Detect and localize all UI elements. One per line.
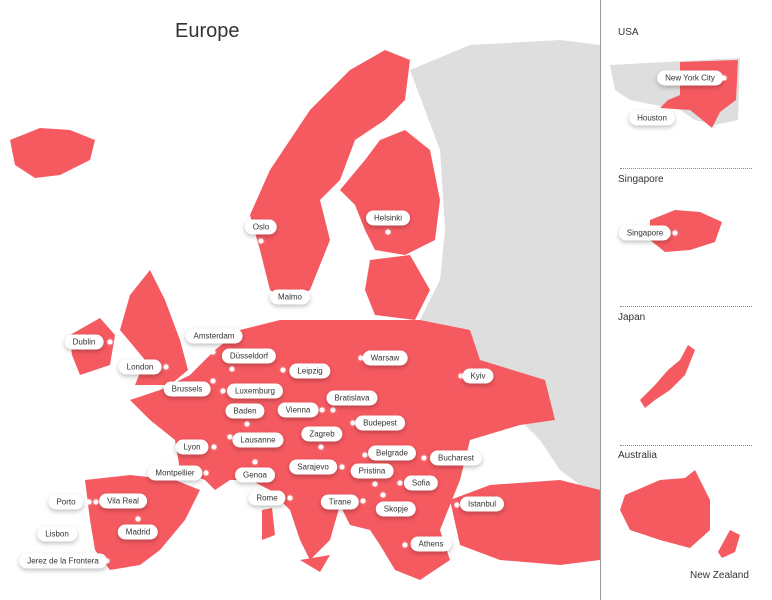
- city-label[interactable]: Madrid: [117, 524, 159, 540]
- city-label[interactable]: Pristina: [350, 463, 394, 479]
- city-label[interactable]: Luxemburg: [226, 383, 284, 399]
- city-label[interactable]: Malmo: [269, 289, 311, 305]
- city-marker[interactable]: [135, 516, 141, 522]
- city-marker[interactable]: [93, 499, 99, 505]
- city-marker[interactable]: [350, 420, 356, 426]
- city-marker[interactable]: [385, 229, 391, 235]
- city-label[interactable]: Skopje: [375, 501, 417, 517]
- city-label[interactable]: Singapore: [618, 225, 672, 241]
- section-divider: [620, 445, 752, 446]
- city-marker[interactable]: [220, 388, 226, 394]
- city-label[interactable]: Houston: [629, 110, 675, 126]
- city-marker[interactable]: [318, 444, 324, 450]
- city-marker[interactable]: [86, 499, 92, 505]
- city-marker[interactable]: [380, 492, 386, 498]
- city-marker[interactable]: [672, 230, 678, 236]
- city-marker[interactable]: [339, 464, 345, 470]
- city-marker[interactable]: [402, 542, 408, 548]
- city-label[interactable]: Warsaw: [362, 350, 408, 366]
- inset-title-japan: Japan: [618, 312, 646, 323]
- city-marker[interactable]: [721, 75, 727, 81]
- city-marker[interactable]: [211, 444, 217, 450]
- city-label[interactable]: Tirane: [320, 494, 360, 510]
- inset-title-singapore: Singapore: [618, 174, 664, 185]
- city-label[interactable]: Sarajevo: [289, 459, 337, 475]
- city-label[interactable]: London: [118, 359, 162, 375]
- city-label[interactable]: Dublin: [64, 334, 104, 350]
- city-marker[interactable]: [258, 238, 264, 244]
- city-label[interactable]: Helsinki: [365, 210, 411, 226]
- city-marker[interactable]: [227, 434, 233, 440]
- city-label[interactable]: Leipzig: [289, 363, 331, 379]
- city-marker[interactable]: [210, 349, 216, 355]
- panel-divider: [600, 0, 601, 600]
- new-zealand-label: New Zealand: [690, 570, 749, 581]
- city-label[interactable]: Vienna: [277, 402, 319, 418]
- city-marker[interactable]: [203, 470, 209, 476]
- city-marker[interactable]: [252, 459, 258, 465]
- inset-title-australia: Australia: [618, 450, 657, 461]
- city-marker[interactable]: [287, 307, 293, 313]
- city-label[interactable]: Rome: [248, 490, 286, 506]
- city-label[interactable]: Athens: [410, 536, 452, 552]
- city-marker[interactable]: [397, 480, 403, 486]
- city-label[interactable]: Lyon: [175, 439, 209, 455]
- city-marker[interactable]: [163, 364, 169, 370]
- city-label[interactable]: New York City: [657, 70, 723, 86]
- city-label[interactable]: Vila Real: [99, 493, 147, 509]
- city-marker[interactable]: [107, 339, 113, 345]
- city-label[interactable]: Baden: [225, 403, 265, 419]
- city-label[interactable]: Düsseldorf: [221, 348, 277, 364]
- city-label[interactable]: Lisbon: [37, 526, 77, 542]
- city-marker[interactable]: [244, 421, 250, 427]
- city-marker[interactable]: [360, 498, 366, 504]
- city-marker[interactable]: [229, 366, 235, 372]
- city-label[interactable]: Istanbul: [459, 496, 505, 512]
- city-marker[interactable]: [676, 115, 682, 121]
- city-marker[interactable]: [319, 407, 325, 413]
- city-marker[interactable]: [280, 367, 286, 373]
- city-marker[interactable]: [454, 502, 460, 508]
- section-divider: [620, 168, 752, 169]
- city-marker[interactable]: [458, 373, 464, 379]
- section-divider: [620, 306, 752, 307]
- city-label[interactable]: Porto: [48, 494, 84, 510]
- city-marker[interactable]: [330, 407, 336, 413]
- city-marker[interactable]: [287, 495, 293, 501]
- city-marker[interactable]: [421, 455, 427, 461]
- city-label[interactable]: Montpellier: [147, 465, 203, 481]
- city-marker[interactable]: [210, 378, 216, 384]
- city-label[interactable]: Oslo: [244, 219, 278, 235]
- city-label[interactable]: Budepest: [355, 415, 405, 431]
- city-label[interactable]: Zagreb: [301, 426, 343, 442]
- city-label[interactable]: Sofia: [403, 475, 439, 491]
- city-label[interactable]: Bucharest: [429, 450, 483, 466]
- page-title: Europe: [175, 20, 240, 42]
- city-label[interactable]: Amsterdam: [185, 328, 243, 344]
- city-label[interactable]: Bratislava: [326, 390, 378, 406]
- city-label[interactable]: Belgrade: [367, 445, 417, 461]
- city-label[interactable]: Genoa: [234, 467, 276, 483]
- inset-title-usa: USA: [618, 27, 639, 38]
- city-label[interactable]: Brussels: [163, 381, 211, 397]
- city-label[interactable]: Jerez de la Frontera: [19, 553, 107, 569]
- city-marker[interactable]: [362, 452, 368, 458]
- city-marker[interactable]: [358, 355, 364, 361]
- city-label[interactable]: Kyiv: [462, 368, 494, 384]
- city-marker[interactable]: [104, 558, 110, 564]
- city-marker[interactable]: [372, 481, 378, 487]
- city-marker[interactable]: [78, 531, 84, 537]
- city-label[interactable]: Lausanne: [232, 432, 284, 448]
